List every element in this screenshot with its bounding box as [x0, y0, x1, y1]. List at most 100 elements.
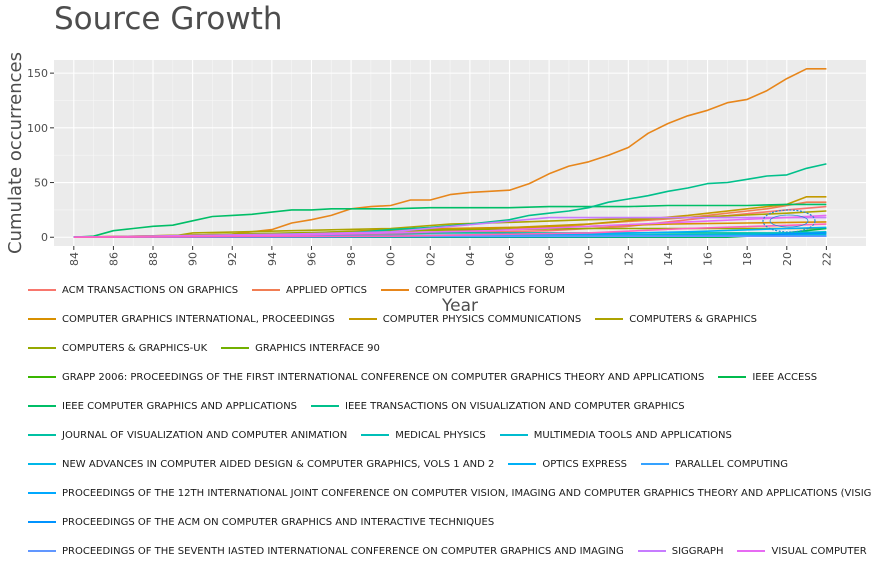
series-line — [73, 223, 827, 238]
legend-swatch — [641, 463, 670, 465]
legend: ACM TRANSACTIONS ON GRAPHICS APPLIED OPTI… — [0, 280, 872, 555]
legend-item: SIGGRAPH — [637, 541, 724, 556]
line-chart: 0 50 100 150 84 86 88 90 92 94 96 98 00 02 04 06 08 10 12… — [5, 52, 866, 316]
x-tick-label: 02 — [424, 252, 437, 266]
legend-row: PROCEEDINGS OF THE ACM ON COMPUTER GRAPH… — [0, 512, 872, 532]
legend-swatch — [252, 289, 281, 291]
x-tick-label: 22 — [820, 252, 833, 266]
legend-item: COMPUTERS & GRAPHICS-UK — [28, 338, 207, 358]
legend-label: ACM TRANSACTIONS ON GRAPHICS — [62, 284, 239, 296]
legend-label: IEEE COMPUTER GRAPHICS AND APPLICATIONS — [62, 400, 298, 412]
chart-title: Source Growth — [54, 1, 283, 37]
legend-swatch — [595, 318, 624, 320]
legend-swatch — [28, 289, 56, 291]
y-tick-label: 100 — [27, 122, 48, 135]
legend-item: COMPUTER GRAPHICS FORUM — [380, 280, 565, 300]
legend-label: COMPUTER GRAPHICS FORUM — [414, 284, 565, 296]
legend-item: MEDICAL PHYSICS — [361, 425, 486, 445]
x-tick-label: 94 — [266, 252, 279, 266]
x-tick-label: 10 — [583, 252, 596, 266]
legend-item: IEEE TRANSACTIONS ON VISUALIZATION AND C… — [311, 396, 685, 416]
series-lines — [73, 68, 827, 238]
legend-label: IEEE TRANSACTIONS ON VISUALIZATION AND C… — [345, 400, 685, 412]
legend-row: COMPUTER GRAPHICS INTERNATIONAL, PROCEED… — [0, 309, 872, 329]
legend-label: COMPUTER GRAPHICS INTERNATIONAL, PROCEED… — [62, 313, 335, 325]
legend-item: PROCEEDINGS OF THE SEVENTH IASTED INTERN… — [28, 541, 624, 555]
legend-label: PROCEEDINGS OF THE 12TH INTERNATIONAL JO… — [62, 487, 872, 499]
x-tick-label: 92 — [226, 252, 239, 266]
legend-swatch — [28, 550, 56, 552]
legend-swatch — [499, 434, 528, 436]
legend-row: IEEE COMPUTER GRAPHICS AND APPLICATIONS I… — [0, 396, 872, 416]
legend-label: GRAPP 2006: PROCEEDINGS OF THE FIRST INT… — [62, 371, 705, 383]
x-tick-label: 00 — [385, 252, 398, 266]
legend-label: MULTIMEDIA TOOLS AND APPLICATIONS — [533, 429, 732, 441]
x-tick-label: 20 — [781, 252, 794, 266]
legend-row: NEW ADVANCES IN COMPUTER AIDED DESIGN & … — [0, 454, 872, 474]
x-axis-label: Year — [441, 296, 478, 316]
legend-label: PROCEEDINGS OF THE ACM ON COMPUTER GRAPH… — [62, 516, 495, 528]
x-tick-label: 12 — [622, 252, 635, 266]
legend-item: GRAPHICS INTERFACE 90 — [221, 338, 380, 358]
x-tick-label: 86 — [107, 252, 120, 266]
legend-swatch — [380, 289, 409, 291]
legend-item: PROCEEDINGS OF THE 12TH INTERNATIONAL JO… — [28, 483, 872, 503]
x-tick-label: 04 — [464, 252, 477, 266]
legend-row: PROCEEDINGS OF THE SEVENTH IASTED INTERN… — [0, 541, 872, 555]
legend-item: JOURNAL OF VISUALIZATION AND COMPUTER AN… — [28, 425, 347, 445]
legend-item: NEW ADVANCES IN COMPUTER AIDED DESIGN & … — [28, 454, 494, 474]
legend-swatch — [28, 347, 56, 349]
legend-label: COMPUTER PHYSICS COMMUNICATIONS — [382, 313, 582, 325]
legend-label: COMPUTERS & GRAPHICS — [629, 313, 757, 325]
legend-label: OPTICS EXPRESS — [542, 458, 628, 470]
watermark-badge-inner — [769, 214, 809, 228]
x-tick-label: 16 — [702, 252, 715, 266]
legend-item: ACM TRANSACTIONS ON GRAPHICS — [28, 280, 238, 300]
y-tick-label: 0 — [41, 231, 48, 244]
legend-swatch — [637, 550, 666, 552]
legend-item: MULTIMEDIA TOOLS AND APPLICATIONS — [499, 425, 732, 445]
legend-label: PARALLEL COMPUTING — [675, 458, 788, 470]
legend-swatch — [348, 318, 377, 320]
legend-label: GRAPHICS INTERFACE 90 — [255, 342, 380, 354]
x-tick-label: 98 — [345, 252, 358, 266]
x-tick-label: 06 — [504, 252, 517, 266]
legend-swatch — [28, 405, 56, 407]
legend-label: PROCEEDINGS OF THE SEVENTH IASTED INTERN… — [62, 545, 624, 556]
legend-item: IEEE ACCESS — [718, 367, 817, 387]
legend-label: NEW ADVANCES IN COMPUTER AIDED DESIGN & … — [62, 458, 495, 470]
legend-item: IEEE COMPUTER GRAPHICS AND APPLICATIONS — [28, 396, 297, 416]
y-axis-ticks: 0 50 100 150 — [27, 67, 54, 244]
legend-item: PROCEEDINGS OF THE ACM ON COMPUTER GRAPH… — [28, 512, 494, 532]
series-line — [73, 210, 827, 238]
legend-item: VISUAL COMPUTER — [737, 541, 867, 555]
x-tick-label: 14 — [662, 252, 675, 266]
x-tick-label: 88 — [147, 252, 160, 266]
legend-row: JOURNAL OF VISUALIZATION AND COMPUTER AN… — [0, 425, 872, 445]
legend-label: MEDICAL PHYSICS — [395, 429, 486, 441]
legend-swatch — [737, 550, 766, 552]
x-tick-label: 18 — [741, 252, 754, 266]
legend-row: PROCEEDINGS OF THE 12TH INTERNATIONAL JO… — [0, 483, 872, 503]
legend-row: GRAPP 2006: PROCEEDINGS OF THE FIRST INT… — [0, 367, 872, 387]
legend-item: COMPUTER PHYSICS COMMUNICATIONS — [348, 309, 582, 329]
legend-item: COMPUTER GRAPHICS INTERNATIONAL, PROCEED… — [28, 309, 335, 329]
x-tick-label: 96 — [305, 252, 318, 266]
watermark-badge — [762, 209, 816, 233]
legend-item: APPLIED OPTICS — [252, 280, 367, 300]
legend-swatch — [28, 463, 56, 465]
legend-row: ACM TRANSACTIONS ON GRAPHICS APPLIED OPTI… — [0, 280, 872, 300]
x-tick-label: 90 — [187, 252, 200, 266]
legend-swatch — [28, 521, 56, 523]
legend-label: COMPUTERS & GRAPHICS-UK — [62, 342, 208, 354]
series-line — [73, 163, 827, 238]
legend-swatch — [28, 492, 56, 494]
legend-label: IEEE ACCESS — [752, 371, 818, 383]
legend-label: SIGGRAPH — [671, 545, 724, 556]
legend-item: PARALLEL COMPUTING — [641, 454, 788, 474]
legend-item: COMPUTERS & GRAPHICS — [595, 309, 757, 329]
legend-swatch — [221, 347, 250, 349]
series-line — [73, 68, 827, 238]
legend-swatch — [311, 405, 340, 407]
legend-item: OPTICS EXPRESS — [508, 454, 627, 474]
